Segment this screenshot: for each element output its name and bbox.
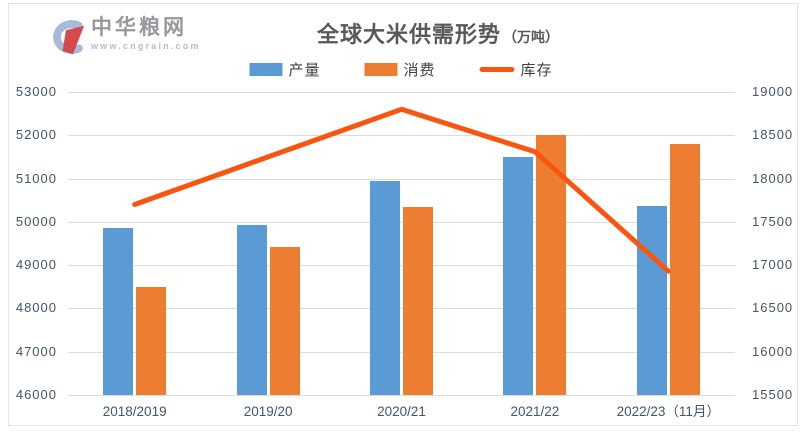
left-axis-tick-label: 51000 [15, 170, 57, 186]
legend-item-production: 产量 [249, 59, 320, 80]
gridline [68, 92, 735, 93]
gridline [68, 265, 735, 267]
production-bar [236, 225, 267, 395]
production-bar [503, 156, 534, 395]
chart-legend: 产量 消费 库存 [249, 59, 552, 80]
chart-title: 全球大米供需形势 （万吨） [317, 17, 559, 49]
left-axis-tick-label: 49000 [15, 257, 57, 273]
left-axis-tick-label: 48000 [15, 300, 57, 316]
consumption-bar [403, 206, 433, 395]
logo-site-name: 中华粮网 [91, 16, 187, 39]
consumption-bar [536, 135, 567, 395]
x-axis-category-label: 2022/23（11月） [616, 404, 720, 419]
legend-swatch [364, 63, 398, 76]
gridline [68, 351, 735, 353]
chart-title-text: 全球大米供需形势 [316, 22, 502, 47]
right-axis-tick-label: 18500 [752, 127, 794, 143]
legend-label: 消费 [403, 62, 436, 79]
x-axis-category-label: 2021/22 [510, 404, 560, 419]
cngrain-logo: 中华粮网 www.cngrain.com [44, 16, 201, 56]
production-bar [103, 228, 134, 395]
production-bar [636, 205, 667, 395]
x-axis-category-label: 2018/2019 [102, 404, 167, 419]
legend-item-stocks: 库存 [479, 59, 553, 80]
legend-swatch [479, 67, 515, 72]
right-axis-tick-label: 16500 [752, 300, 794, 316]
left-axis-tick-label: 46000 [15, 387, 57, 402]
right-axis-tick-label: 17000 [752, 257, 794, 273]
left-axis-tick-label: 52000 [15, 127, 57, 143]
gridline [68, 395, 735, 396]
gridline [68, 178, 735, 180]
left-axis-tick-label: 47000 [15, 343, 57, 359]
x-axis-category-label: 2020/21 [377, 404, 426, 419]
chart-border-frame [8, 3, 798, 426]
legend-item-consumption: 消费 [364, 59, 435, 80]
consumption-bar [269, 247, 300, 395]
left-axis-tick-label: 50000 [15, 213, 57, 229]
logo-site-url: www.cngrain.com [91, 41, 201, 51]
right-axis-tick-label: 19000 [752, 84, 794, 99]
gridline [68, 308, 735, 310]
left-axis-tick-label: 53000 [15, 84, 57, 99]
legend-label: 产量 [288, 62, 321, 79]
right-axis-tick-label: 15500 [752, 387, 794, 402]
gridline [68, 221, 735, 223]
consumption-bar [136, 286, 167, 395]
chart-title-unit: （万吨） [503, 29, 560, 45]
consumption-bar [669, 144, 700, 395]
cngrain-logo-icon [53, 20, 85, 55]
production-bar [370, 181, 400, 395]
gridline [68, 135, 735, 137]
right-axis-tick-label: 16000 [752, 343, 794, 359]
right-axis-tick-label: 18000 [752, 170, 794, 186]
x-axis-category-label: 2019/20 [243, 404, 293, 419]
logo-text: 中华粮网 www.cngrain.com [91, 16, 201, 51]
legend-swatch [249, 63, 283, 76]
right-axis-tick-label: 17500 [752, 213, 794, 229]
legend-label: 库存 [520, 62, 553, 79]
